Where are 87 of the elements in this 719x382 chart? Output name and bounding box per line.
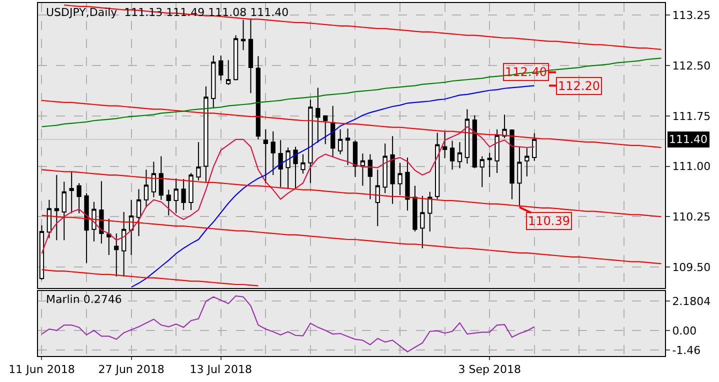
candlestick [435, 132, 440, 200]
candlestick [457, 142, 462, 169]
ref-line-label: 111.40 [669, 133, 708, 146]
candlestick [472, 114, 477, 169]
candlestick [54, 174, 59, 241]
annotation: 110.39 [528, 214, 570, 228]
x-tick-label: 3 Sep 2018 [458, 363, 521, 376]
candlestick [375, 169, 380, 227]
x-tick-label: 11 Jun 2018 [8, 363, 75, 376]
annotation: 112.20 [558, 79, 600, 93]
candlestick [69, 171, 74, 214]
candlestick [99, 180, 104, 244]
candlestick [84, 192, 89, 264]
y-tick-label: 110.25 [672, 210, 711, 224]
candlestick [263, 128, 268, 184]
candlestick [240, 19, 246, 51]
candlestick [428, 191, 432, 232]
candlestick [106, 218, 112, 256]
candlestick [368, 154, 372, 200]
candlestick [181, 178, 186, 210]
candlestick [196, 142, 201, 181]
candlestick [136, 188, 142, 237]
candlestick [524, 148, 530, 177]
candlestick [382, 142, 388, 194]
candlestick [218, 54, 224, 81]
candlestick [494, 128, 500, 174]
candlestick [502, 114, 507, 139]
candlestick [188, 172, 194, 210]
line-series [41, 58, 662, 128]
candlestick [166, 189, 171, 216]
candlestick [270, 130, 276, 176]
candlestick [62, 181, 66, 241]
candlestick [122, 211, 126, 277]
line-series [41, 214, 662, 264]
candlestick [204, 86, 208, 182]
candlestick [308, 99, 313, 184]
candlestick [398, 162, 402, 196]
candlestick [248, 18, 254, 94]
candlestick [128, 199, 134, 256]
candlestick [345, 128, 350, 166]
candlestick [226, 60, 231, 86]
candlestick [278, 140, 283, 188]
candlestick [211, 54, 216, 110]
candlestick [360, 153, 366, 186]
x-tick-label: 27 Jun 2018 [98, 363, 164, 376]
x-tick-label: 13 Jul 2018 [190, 363, 252, 376]
chart-title: Marlin 0.2746 [46, 293, 122, 306]
candlestick [405, 157, 410, 212]
line-series [41, 295, 535, 352]
y-tick-label: 2.1804 [672, 294, 711, 308]
candlestick [46, 199, 52, 239]
candlestick [300, 154, 306, 174]
y-tick-label: 113.25 [672, 9, 711, 22]
candlestick [256, 56, 261, 140]
candlestick [286, 146, 290, 189]
candlestick [517, 146, 522, 208]
candlestick [323, 114, 328, 145]
candlestick [316, 87, 320, 144]
candlestick [352, 140, 358, 178]
candlestick [114, 232, 119, 277]
candlestick [510, 128, 514, 200]
y-tick-label: 111.00 [672, 160, 711, 174]
candlestick [158, 156, 164, 200]
candlestick [442, 132, 448, 159]
line-series [41, 100, 662, 148]
candlestick [390, 136, 395, 204]
candlestick [338, 128, 343, 155]
y-tick-label: 109.50 [672, 260, 711, 274]
y-tick-label: -1.46 [672, 344, 701, 357]
candlestick [151, 161, 156, 198]
line-series [41, 269, 259, 286]
candlestick [532, 132, 537, 162]
candlestick [144, 169, 149, 208]
candlestick [480, 156, 484, 188]
candlestick [412, 185, 418, 232]
candlestick [293, 146, 298, 190]
candlestick [487, 152, 492, 178]
candlestick [76, 182, 82, 214]
y-tick-label: 111.75 [672, 110, 711, 123]
candlestick [174, 178, 178, 214]
y-tick-label: 0.00 [672, 324, 697, 338]
candlestick [464, 108, 470, 164]
candlestick [233, 34, 238, 81]
candlestick [420, 195, 425, 249]
candlestick [450, 140, 455, 170]
y-tick-label: 112.50 [672, 59, 711, 72]
candlestick [330, 105, 336, 158]
